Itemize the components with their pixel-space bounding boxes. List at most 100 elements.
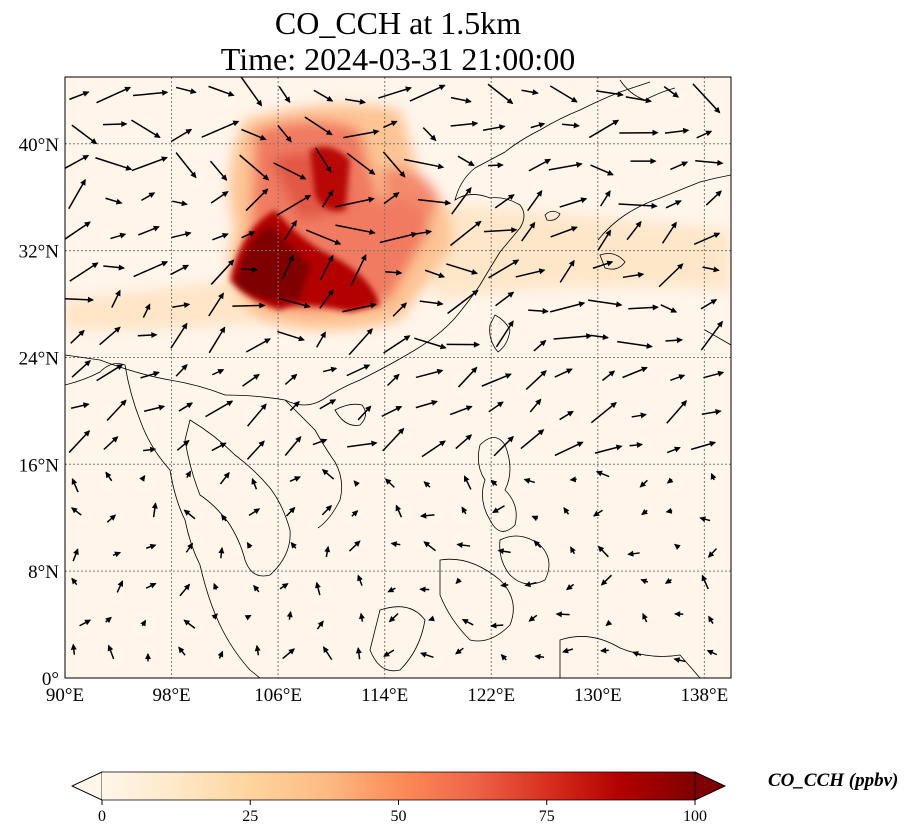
wind-vector bbox=[96, 86, 131, 104]
wind-vector bbox=[69, 262, 99, 282]
wind-vector-head bbox=[595, 470, 603, 477]
wind-vector-head bbox=[713, 232, 721, 239]
wind-vector-head bbox=[70, 507, 78, 514]
wind-vector-head bbox=[217, 650, 224, 658]
wind-vector-head bbox=[109, 514, 117, 521]
wind-vector-head bbox=[716, 320, 723, 328]
wind-vector bbox=[447, 289, 479, 315]
wind-vector-head bbox=[699, 516, 706, 523]
wind-vector bbox=[451, 187, 472, 215]
wind-vector-head bbox=[149, 583, 157, 589]
wind-vector-head bbox=[256, 99, 263, 107]
wind-vector-head bbox=[223, 471, 230, 479]
latitude-tick-label: 32°N bbox=[19, 242, 60, 263]
wind-vector-head bbox=[573, 122, 581, 129]
wind-vector-head bbox=[226, 400, 234, 407]
wind-vector-head bbox=[419, 586, 426, 593]
wind-vector bbox=[273, 162, 306, 180]
wind-vector bbox=[658, 263, 684, 288]
wind-vector-head bbox=[523, 478, 531, 484]
wind-vector-head bbox=[544, 158, 552, 165]
wind-vector-head bbox=[258, 440, 265, 447]
wind-vector-head bbox=[615, 301, 623, 308]
wind-vector-head bbox=[682, 127, 690, 134]
wind-vector-head bbox=[325, 129, 333, 136]
wind-vector bbox=[96, 364, 123, 382]
wind-vector-head bbox=[439, 343, 447, 350]
wind-vector-head bbox=[397, 427, 405, 435]
wind-vector-head bbox=[187, 542, 194, 550]
wind-vector-head bbox=[360, 254, 367, 261]
longitude-tick-labels: 90°E 98°E 106°E 114°E 122°E 130°E 138°E bbox=[46, 685, 728, 706]
wind-vector-head bbox=[538, 122, 546, 128]
wind-vector-head bbox=[125, 164, 133, 171]
wind-vector-head bbox=[153, 132, 161, 138]
wind-vector-head bbox=[505, 373, 512, 379]
wind-vector bbox=[588, 119, 619, 139]
wind-vector-head bbox=[539, 339, 547, 347]
wind-vector-head bbox=[670, 221, 677, 229]
wind-vector bbox=[276, 194, 311, 216]
wind-vector-head bbox=[293, 400, 300, 408]
wind-vector-head bbox=[372, 129, 380, 136]
wind-vector-head bbox=[497, 548, 505, 555]
wind-vector-head bbox=[158, 404, 166, 411]
wind-vector-head bbox=[492, 507, 499, 514]
wind-vector-head bbox=[651, 202, 658, 209]
wind-vector-head bbox=[366, 328, 373, 335]
wind-vector-head bbox=[384, 478, 392, 485]
wind-vector-head bbox=[115, 289, 121, 297]
wind-vector-head bbox=[117, 580, 124, 587]
wind-vector-head bbox=[640, 578, 648, 585]
wind-vector-head bbox=[676, 337, 684, 344]
wind-vector-head bbox=[286, 610, 293, 618]
wind-vector bbox=[403, 158, 444, 169]
wind-vector-head bbox=[652, 129, 659, 136]
wind-vector-head bbox=[221, 233, 229, 239]
colorbar-gradient bbox=[102, 772, 695, 800]
wind-vector-head bbox=[181, 322, 188, 330]
wind-vector-head bbox=[80, 178, 86, 186]
latitude-tick-label: 16°N bbox=[19, 455, 60, 476]
wind-vector-head bbox=[353, 480, 360, 487]
colorbar-tick-label: 25 bbox=[242, 808, 258, 825]
wind-vector-head bbox=[508, 194, 515, 201]
wind-vector-head bbox=[635, 220, 642, 228]
wind-vector-head bbox=[82, 402, 90, 409]
wind-vector-head bbox=[399, 171, 406, 178]
wind-vector-head bbox=[642, 612, 648, 620]
wind-vector-head bbox=[438, 272, 446, 279]
wind-vector-head bbox=[528, 615, 536, 622]
wind-vector-head bbox=[183, 583, 191, 591]
wind-vector bbox=[279, 297, 310, 308]
wind-vector-head bbox=[717, 370, 725, 377]
wind-vector-head bbox=[568, 259, 575, 267]
wind-vector-head bbox=[190, 88, 197, 95]
wind-vector-head bbox=[183, 619, 191, 626]
wind-vector-head bbox=[664, 578, 672, 584]
wind-vector-head bbox=[161, 156, 168, 163]
wind-vector-head bbox=[161, 261, 169, 267]
wind-vector-head bbox=[706, 649, 714, 656]
map-border bbox=[64, 76, 732, 679]
wind-vector-head bbox=[325, 504, 333, 512]
wind-vector-head bbox=[540, 370, 547, 377]
wind-vector-head bbox=[497, 401, 504, 408]
wind-vector-head bbox=[455, 577, 462, 585]
wind-vector-head bbox=[471, 289, 479, 296]
wind-vector-head bbox=[185, 470, 192, 478]
wind-vector-head bbox=[500, 653, 508, 661]
wind-vector-head bbox=[185, 128, 193, 135]
wind-vector bbox=[383, 335, 410, 354]
wind-vector bbox=[305, 229, 341, 245]
wind-vector-head bbox=[524, 581, 532, 588]
wind-vector-head bbox=[290, 541, 297, 549]
colorbar-tick-label: 0 bbox=[98, 808, 106, 825]
wind-vector-head bbox=[71, 577, 78, 585]
wind-vector-head bbox=[351, 510, 359, 517]
wind-vector-head bbox=[410, 231, 418, 238]
wind-vector-head bbox=[105, 616, 112, 624]
wind-vector bbox=[201, 120, 239, 138]
wind-vector-head bbox=[674, 446, 681, 453]
